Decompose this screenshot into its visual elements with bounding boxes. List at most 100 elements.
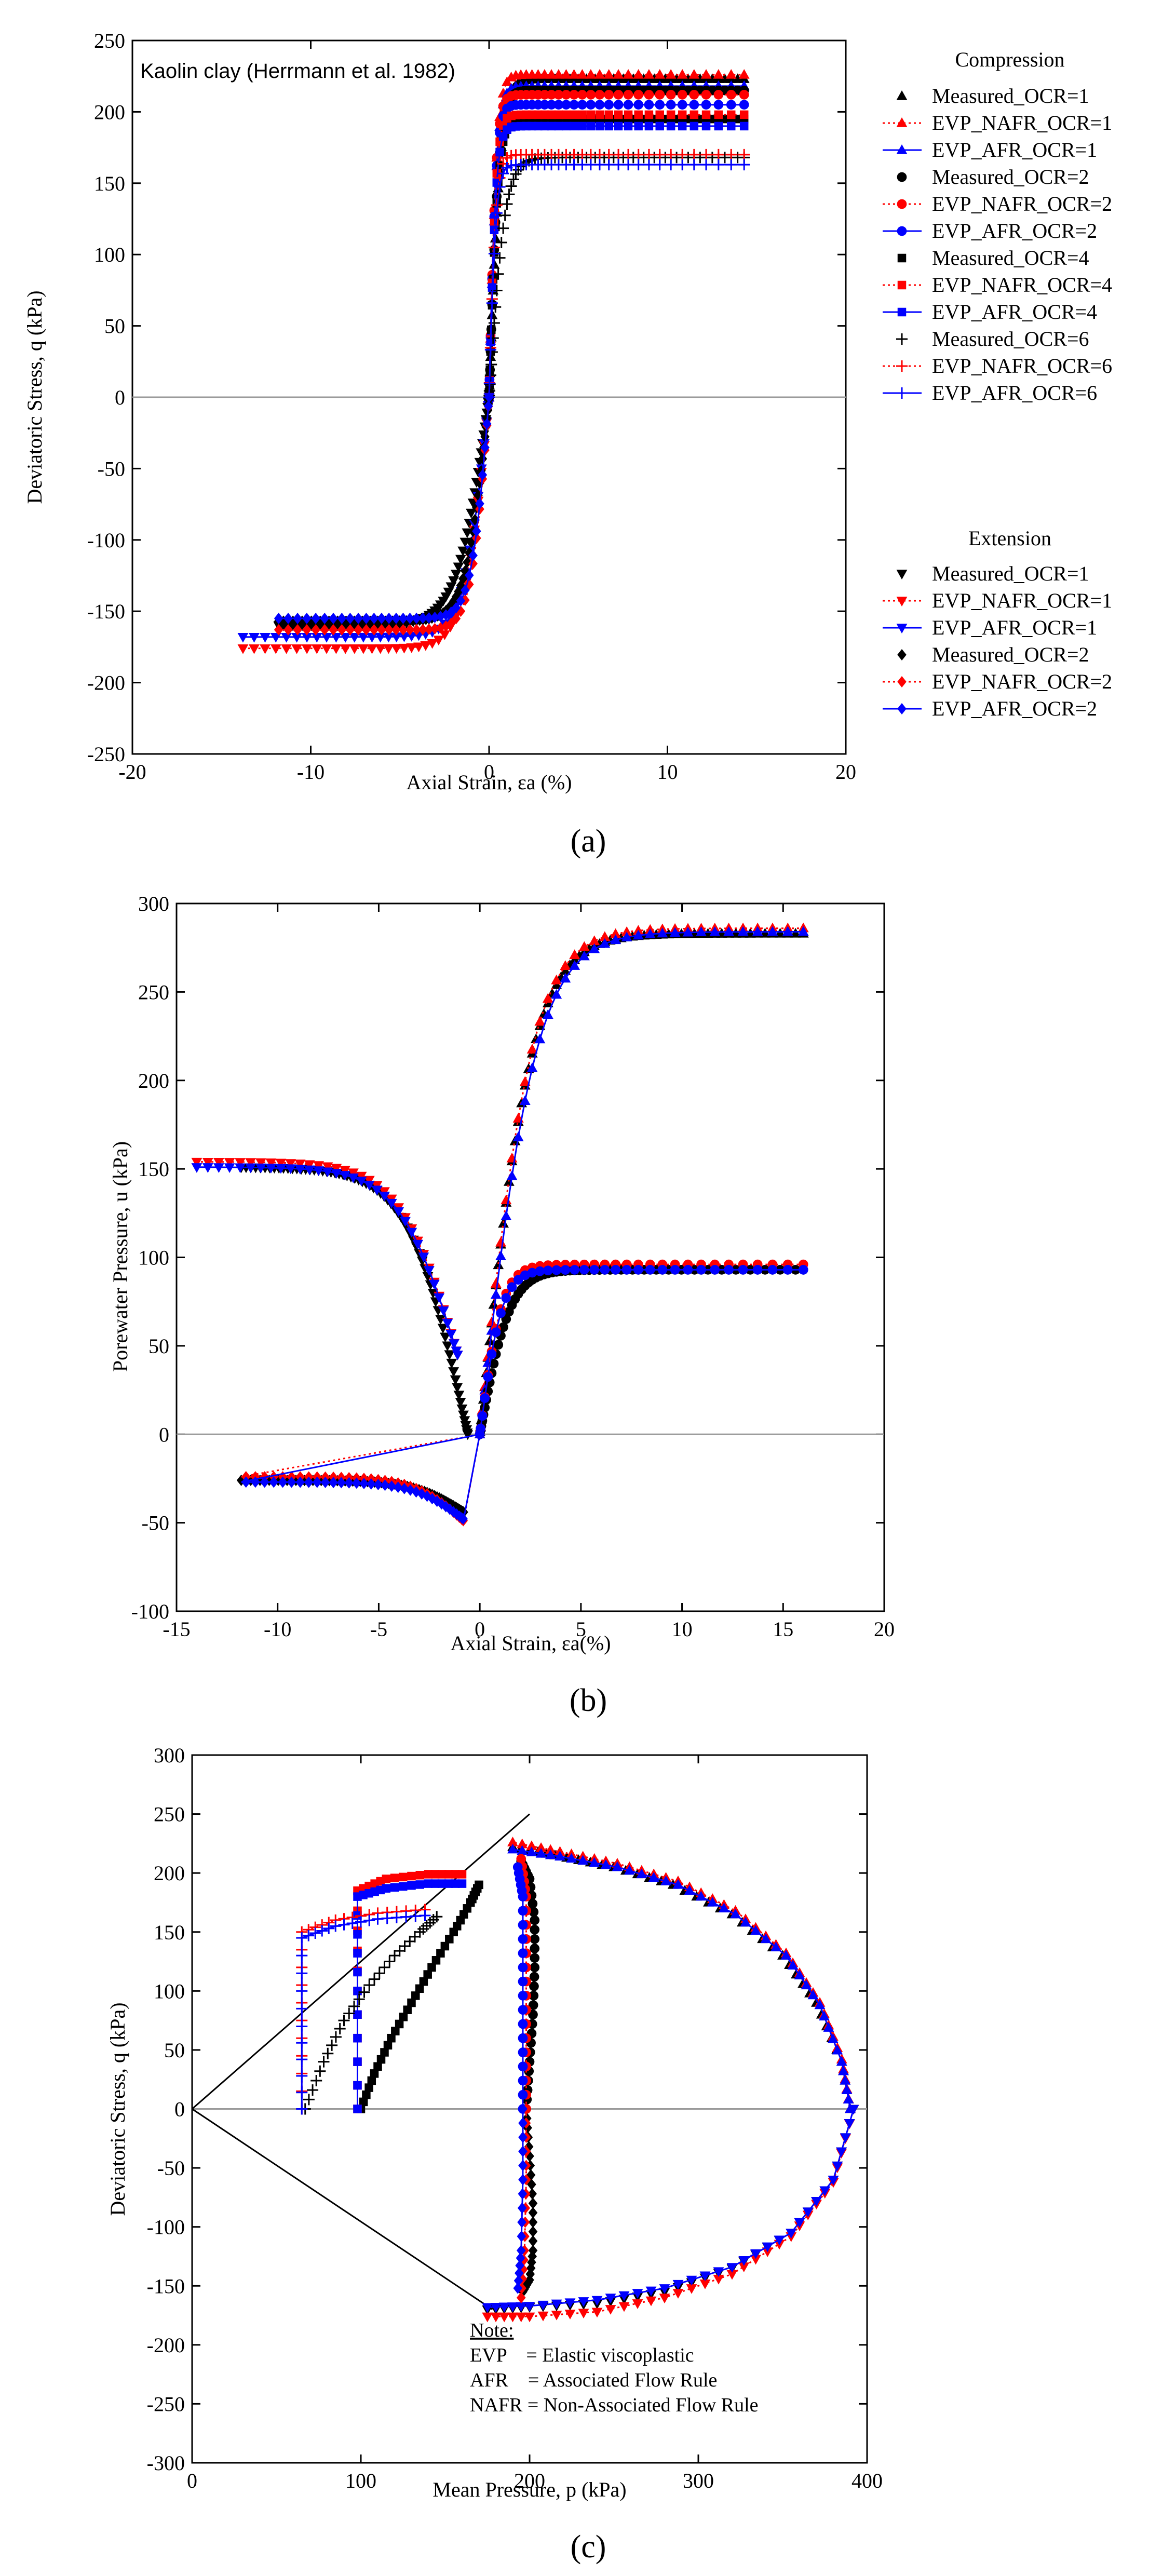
data-point	[534, 122, 543, 131]
y-tick-label: 200	[154, 1862, 185, 1885]
legend-entry: Measured_OCR=2	[897, 165, 1089, 188]
data-point	[623, 69, 634, 79]
data-point	[353, 2033, 362, 2043]
y-tick-label: 200	[138, 1069, 169, 1093]
series-evp-nafr-ocr-1-c-	[483, 69, 750, 401]
panel-b-chart: -15 -10 -5 0 5 10 15 20-100-5005010015020025030…	[109, 892, 895, 1718]
data-point	[739, 100, 749, 110]
data-point	[451, 1870, 460, 1879]
data-point	[375, 644, 386, 654]
data-point	[586, 110, 596, 119]
data-point	[819, 2186, 831, 2196]
legend-entry: Measured_OCR=1	[896, 84, 1089, 107]
legend-label: EVP_NAFR_OCR=6	[932, 354, 1112, 377]
data-point	[436, 611, 445, 623]
data-point	[545, 1844, 556, 1854]
data-point	[632, 2299, 643, 2309]
data-point	[382, 1874, 390, 1883]
data-point	[518, 1962, 528, 1973]
data-point	[423, 1266, 435, 1276]
data-point	[528, 2226, 538, 2237]
x-tick-label: 20	[835, 760, 856, 784]
data-point	[517, 1838, 528, 1849]
data-point	[794, 1970, 805, 1980]
data-point	[539, 100, 550, 110]
data-point	[690, 110, 699, 119]
data-point	[782, 926, 793, 936]
data-point	[493, 1340, 504, 1350]
data-point	[767, 1265, 778, 1275]
data-point	[643, 69, 655, 79]
data-point	[269, 1476, 279, 1488]
data-point	[485, 358, 497, 370]
data-point	[313, 1161, 325, 1171]
data-point	[713, 69, 724, 79]
data-point	[701, 100, 711, 110]
data-point	[632, 2289, 643, 2299]
legend-marker	[896, 624, 908, 633]
data-point	[604, 122, 613, 131]
data-point	[551, 2310, 562, 2321]
data-point	[484, 344, 496, 356]
data-point	[589, 1857, 600, 1867]
data-point	[349, 632, 360, 643]
data-point	[576, 69, 588, 79]
data-point	[798, 1265, 808, 1275]
data-point	[534, 110, 543, 119]
data-point	[303, 1930, 315, 1941]
data-point	[718, 1903, 729, 1913]
y-tick-label: -250	[87, 743, 125, 766]
data-point	[551, 1265, 562, 1275]
data-point	[312, 1476, 322, 1488]
data-point	[738, 149, 750, 160]
data-point	[468, 549, 478, 561]
legend-entry: EVP_NAFR_OCR=4	[883, 273, 1112, 296]
panel-a-series	[237, 69, 750, 654]
data-point	[358, 644, 369, 654]
data-point	[377, 624, 386, 636]
y-tick-label: 50	[104, 315, 125, 338]
data-point	[235, 1158, 246, 1168]
data-point	[407, 1871, 416, 1881]
data-point	[483, 1372, 493, 1382]
legend-label: EVP_AFR_OCR=4	[932, 300, 1097, 323]
series-measured-ocr-4-c-	[356, 1880, 483, 2113]
data-point	[750, 2255, 761, 2265]
data-point	[364, 2083, 373, 2092]
panel-a-chart: -20 -10 0 10 20-250-200-150-100-500501001502…	[23, 29, 856, 859]
data-point	[450, 570, 462, 580]
data-point	[591, 2308, 603, 2318]
data-point	[489, 1358, 499, 1369]
data-point	[526, 1062, 538, 1072]
data-point	[841, 2084, 853, 2094]
y-tick-label: 0	[115, 386, 125, 409]
data-point	[836, 2056, 847, 2066]
legend-label: EVP_NAFR_OCR=1	[932, 111, 1112, 134]
data-point	[213, 1158, 224, 1168]
data-point	[713, 2274, 724, 2285]
data-point	[750, 2249, 761, 2259]
panel-b-label: (b)	[570, 1683, 607, 1718]
data-point	[418, 612, 428, 624]
data-point	[696, 1265, 706, 1275]
data-point	[304, 1165, 315, 1176]
data-point	[516, 2252, 525, 2264]
data-point	[302, 624, 312, 636]
y-tick-label: -250	[147, 2392, 185, 2416]
data-point	[666, 90, 676, 100]
data-point	[398, 612, 408, 624]
data-point	[665, 69, 677, 79]
legend-extension-entries: Measured_OCR=1 EVP_NAFR_OCR=1 EVP_AFR_OCR=…	[883, 562, 1112, 720]
data-point	[274, 624, 283, 636]
data-point	[296, 2103, 308, 2115]
data-point	[348, 2000, 360, 2012]
data-point	[415, 1984, 424, 1993]
data-point	[512, 1862, 523, 1872]
data-point	[712, 159, 724, 171]
data-point	[430, 1879, 440, 1888]
data-point	[701, 122, 711, 131]
legend-marker	[896, 387, 908, 399]
data-point	[283, 612, 293, 624]
data-point	[444, 1350, 455, 1360]
data-point	[518, 1948, 528, 1958]
